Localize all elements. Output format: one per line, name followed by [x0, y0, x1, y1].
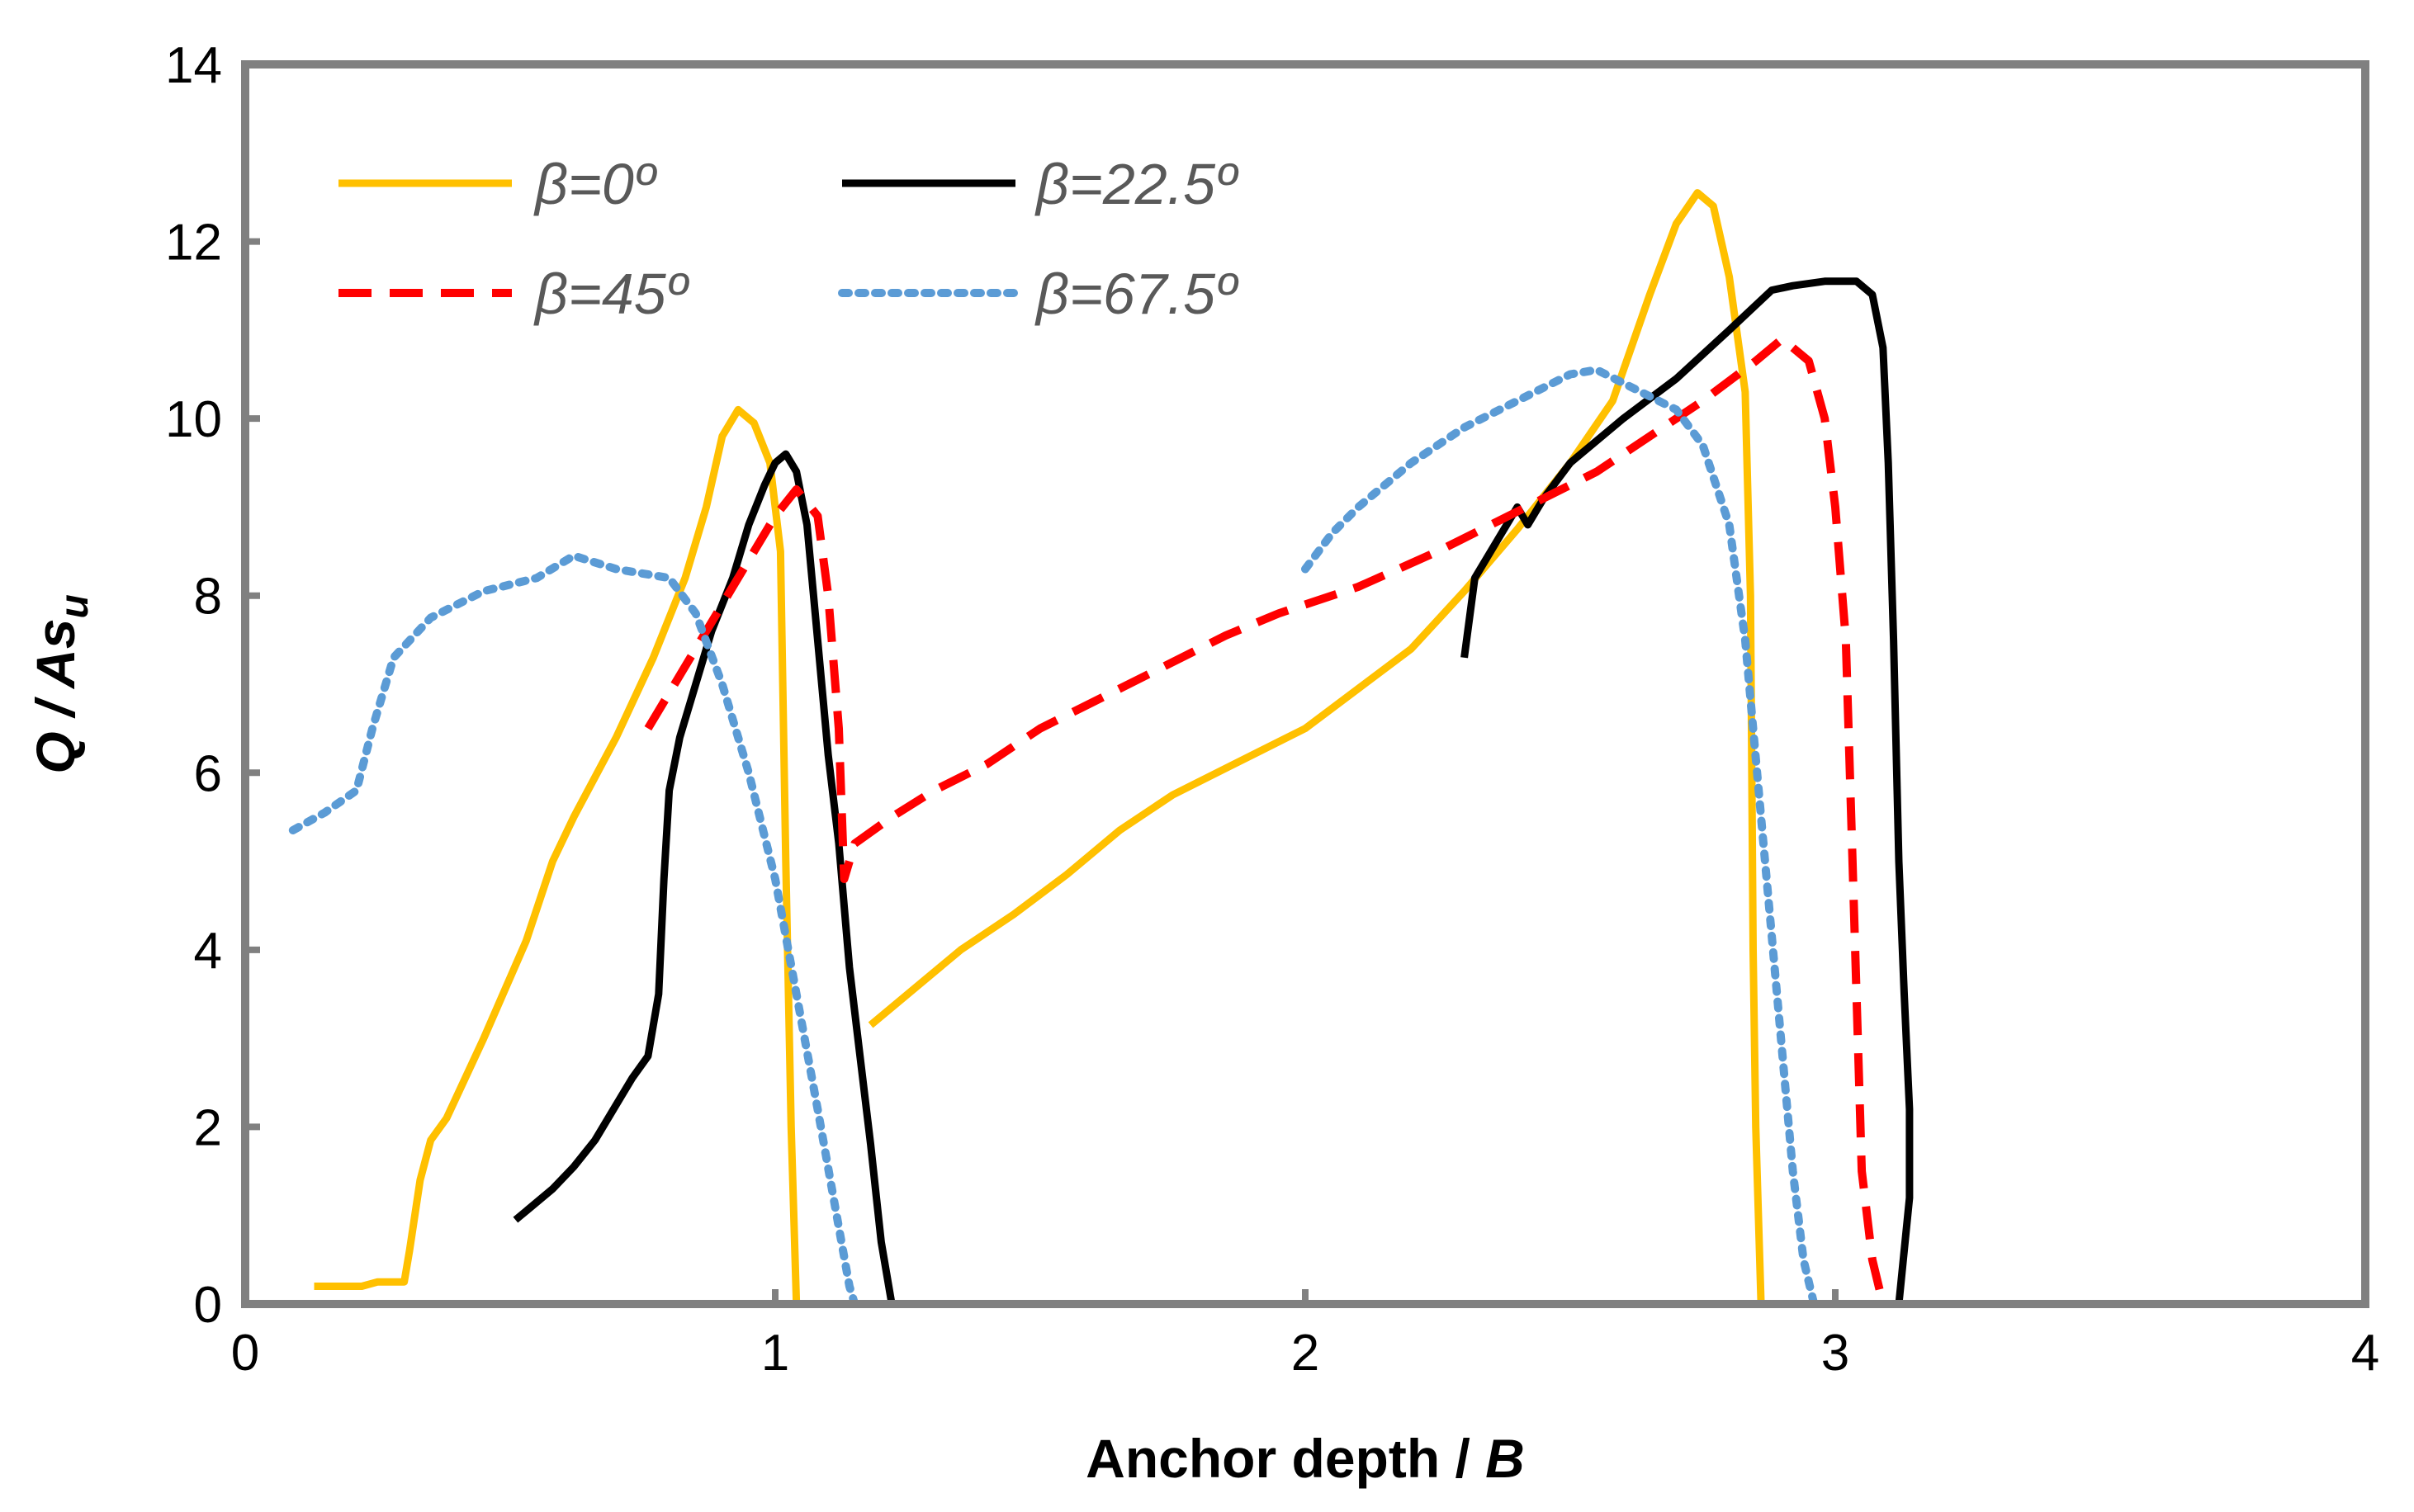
legend-label: β=67.5º [1034, 262, 1239, 326]
x-tick-label: 1 [761, 1325, 789, 1382]
series-line-3 [644, 334, 1887, 1306]
y-axis-title: Q / Asu [25, 594, 97, 774]
y-tick-label: 4 [194, 923, 222, 980]
x-tick-label: 0 [231, 1325, 259, 1382]
series-line-2 [513, 277, 1914, 1305]
y-tick-label: 6 [194, 745, 222, 802]
series-line-4 [288, 366, 1819, 1308]
legend: β=0º β=22.5º β=45º β=67.5º [338, 152, 1239, 326]
x-tick-label: 3 [1821, 1325, 1849, 1382]
legend-label: β=22.5º [1034, 152, 1239, 216]
y-tick-label: 0 [194, 1277, 222, 1334]
y-tick-label: 2 [194, 1099, 222, 1156]
y-tick-label: 10 [165, 391, 222, 448]
legend-label: β=0º [533, 152, 658, 216]
x-tick-label: 4 [2351, 1325, 2379, 1382]
x-tick-label: 2 [1291, 1325, 1319, 1382]
series-layer [288, 189, 1914, 1308]
x-axis-title: Anchor depth / B [1086, 1428, 1525, 1489]
y-tick-label: 8 [194, 569, 222, 626]
y-tick-label: 14 [165, 37, 222, 94]
legend-label: β=45º [533, 262, 690, 326]
y-tick-label: 12 [165, 215, 222, 272]
